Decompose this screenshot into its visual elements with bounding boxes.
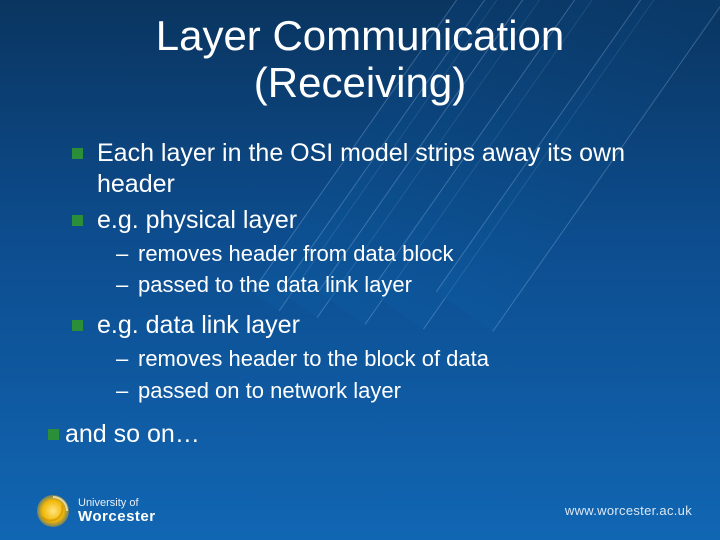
bullet-dash-icon: –: [116, 240, 130, 269]
title-line-1: Layer Communication: [156, 12, 565, 59]
bullet-text: removes header from data block: [138, 240, 454, 269]
bullet-level-2: – removes header to the block of data: [116, 345, 672, 374]
bullet-square-icon: [72, 320, 83, 331]
logo-text: University of Worcester: [78, 498, 156, 524]
slide: Layer Communication (Receiving) Each lay…: [0, 0, 720, 540]
bullet-dash-icon: –: [116, 377, 130, 406]
bullet-text: e.g. data link layer: [97, 310, 300, 341]
footer: University of Worcester www.worcester.ac…: [0, 484, 720, 532]
bullet-level-2: – removes header from data block: [116, 240, 672, 269]
slide-body: Each layer in the OSI model strips away …: [72, 134, 672, 455]
bullet-text: removes header to the block of data: [138, 345, 489, 374]
title-line-2: (Receiving): [254, 59, 466, 106]
bullet-square-icon: [48, 429, 59, 440]
bullet-level-1: e.g. data link layer: [72, 310, 672, 341]
logo-text-line1: University of: [78, 498, 156, 509]
bullet-text: and so on…: [65, 419, 200, 450]
footer-url: www.worcester.ac.uk: [565, 503, 692, 518]
bullet-level-2: – passed to the data link layer: [116, 271, 672, 300]
bullet-text: passed on to network layer: [138, 377, 401, 406]
bullet-dash-icon: –: [116, 271, 130, 300]
bullet-text: Each layer in the OSI model strips away …: [97, 138, 672, 201]
org-logo: University of Worcester: [36, 494, 156, 528]
bullet-text: passed to the data link layer: [138, 271, 412, 300]
logo-swirl-icon: [36, 494, 70, 528]
bullet-text: e.g. physical layer: [97, 205, 297, 236]
slide-title: Layer Communication (Receiving): [0, 12, 720, 106]
bullet-level-1: Each layer in the OSI model strips away …: [72, 138, 672, 201]
bullet-dash-icon: –: [116, 345, 130, 374]
logo-text-line2: Worcester: [78, 509, 156, 524]
bullet-square-icon: [72, 215, 83, 226]
bullet-level-2: – passed on to network layer: [116, 377, 672, 406]
bullet-square-icon: [72, 148, 83, 159]
bullet-level-1: e.g. physical layer: [72, 205, 672, 236]
bullet-level-1: and so on…: [48, 419, 672, 450]
